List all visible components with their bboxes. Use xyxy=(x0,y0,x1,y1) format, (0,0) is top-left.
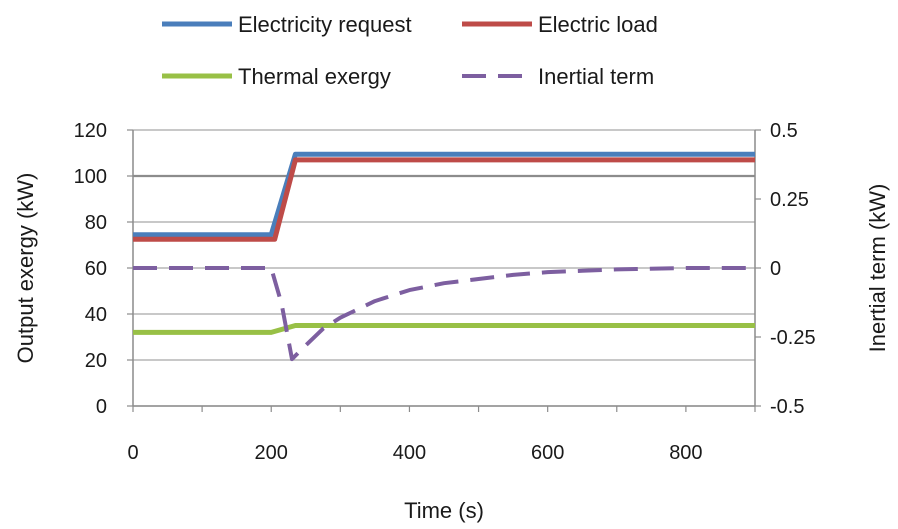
y-tick-label: 120 xyxy=(74,120,107,142)
legend-label-0: Electricity request xyxy=(238,12,412,37)
x-axis-title: Time (s) xyxy=(404,498,484,523)
series-line-0 xyxy=(133,151,755,238)
y-tick-label: 0 xyxy=(96,396,107,418)
y-axis-title: Output exergy (kW) xyxy=(13,173,38,364)
series-line-3 xyxy=(133,266,755,362)
x-tick-label: 800 xyxy=(669,442,702,464)
legend-label-2: Thermal exergy xyxy=(238,64,391,89)
series-line-2 xyxy=(133,323,755,335)
y2-tick-label: 0.25 xyxy=(770,189,809,211)
x-tick-label: 600 xyxy=(531,442,564,464)
y2-tick-label: -0.5 xyxy=(770,396,804,418)
legend-label-3: Inertial term xyxy=(538,64,654,89)
y2-axis-title: Inertial term (kW) xyxy=(865,184,890,353)
y-tick-label: 80 xyxy=(85,212,107,234)
y-tick-label: 100 xyxy=(74,166,107,188)
y2-tick-label: 0.5 xyxy=(770,120,798,142)
x-tick-label: 400 xyxy=(393,442,426,464)
axis-labels: 0 200 400 600 800 0 20 40 60 80 100 120 -0.5 -0.25 0 0.… xyxy=(13,120,890,523)
x-tick-label: 0 xyxy=(127,442,138,464)
y-tick-label: 60 xyxy=(85,258,107,280)
plot-area xyxy=(133,151,755,362)
y-tick-label: 40 xyxy=(85,304,107,326)
axes xyxy=(127,129,761,412)
series-line-1 xyxy=(133,157,755,242)
y2-tick-label: -0.25 xyxy=(770,327,816,349)
x-tick-label: 200 xyxy=(255,442,288,464)
legend: Electricity request Electric load Thermal … xyxy=(162,12,658,89)
legend-label-1: Electric load xyxy=(538,12,658,37)
y2-tick-label: 0 xyxy=(770,258,781,280)
y-tick-label: 20 xyxy=(85,350,107,372)
